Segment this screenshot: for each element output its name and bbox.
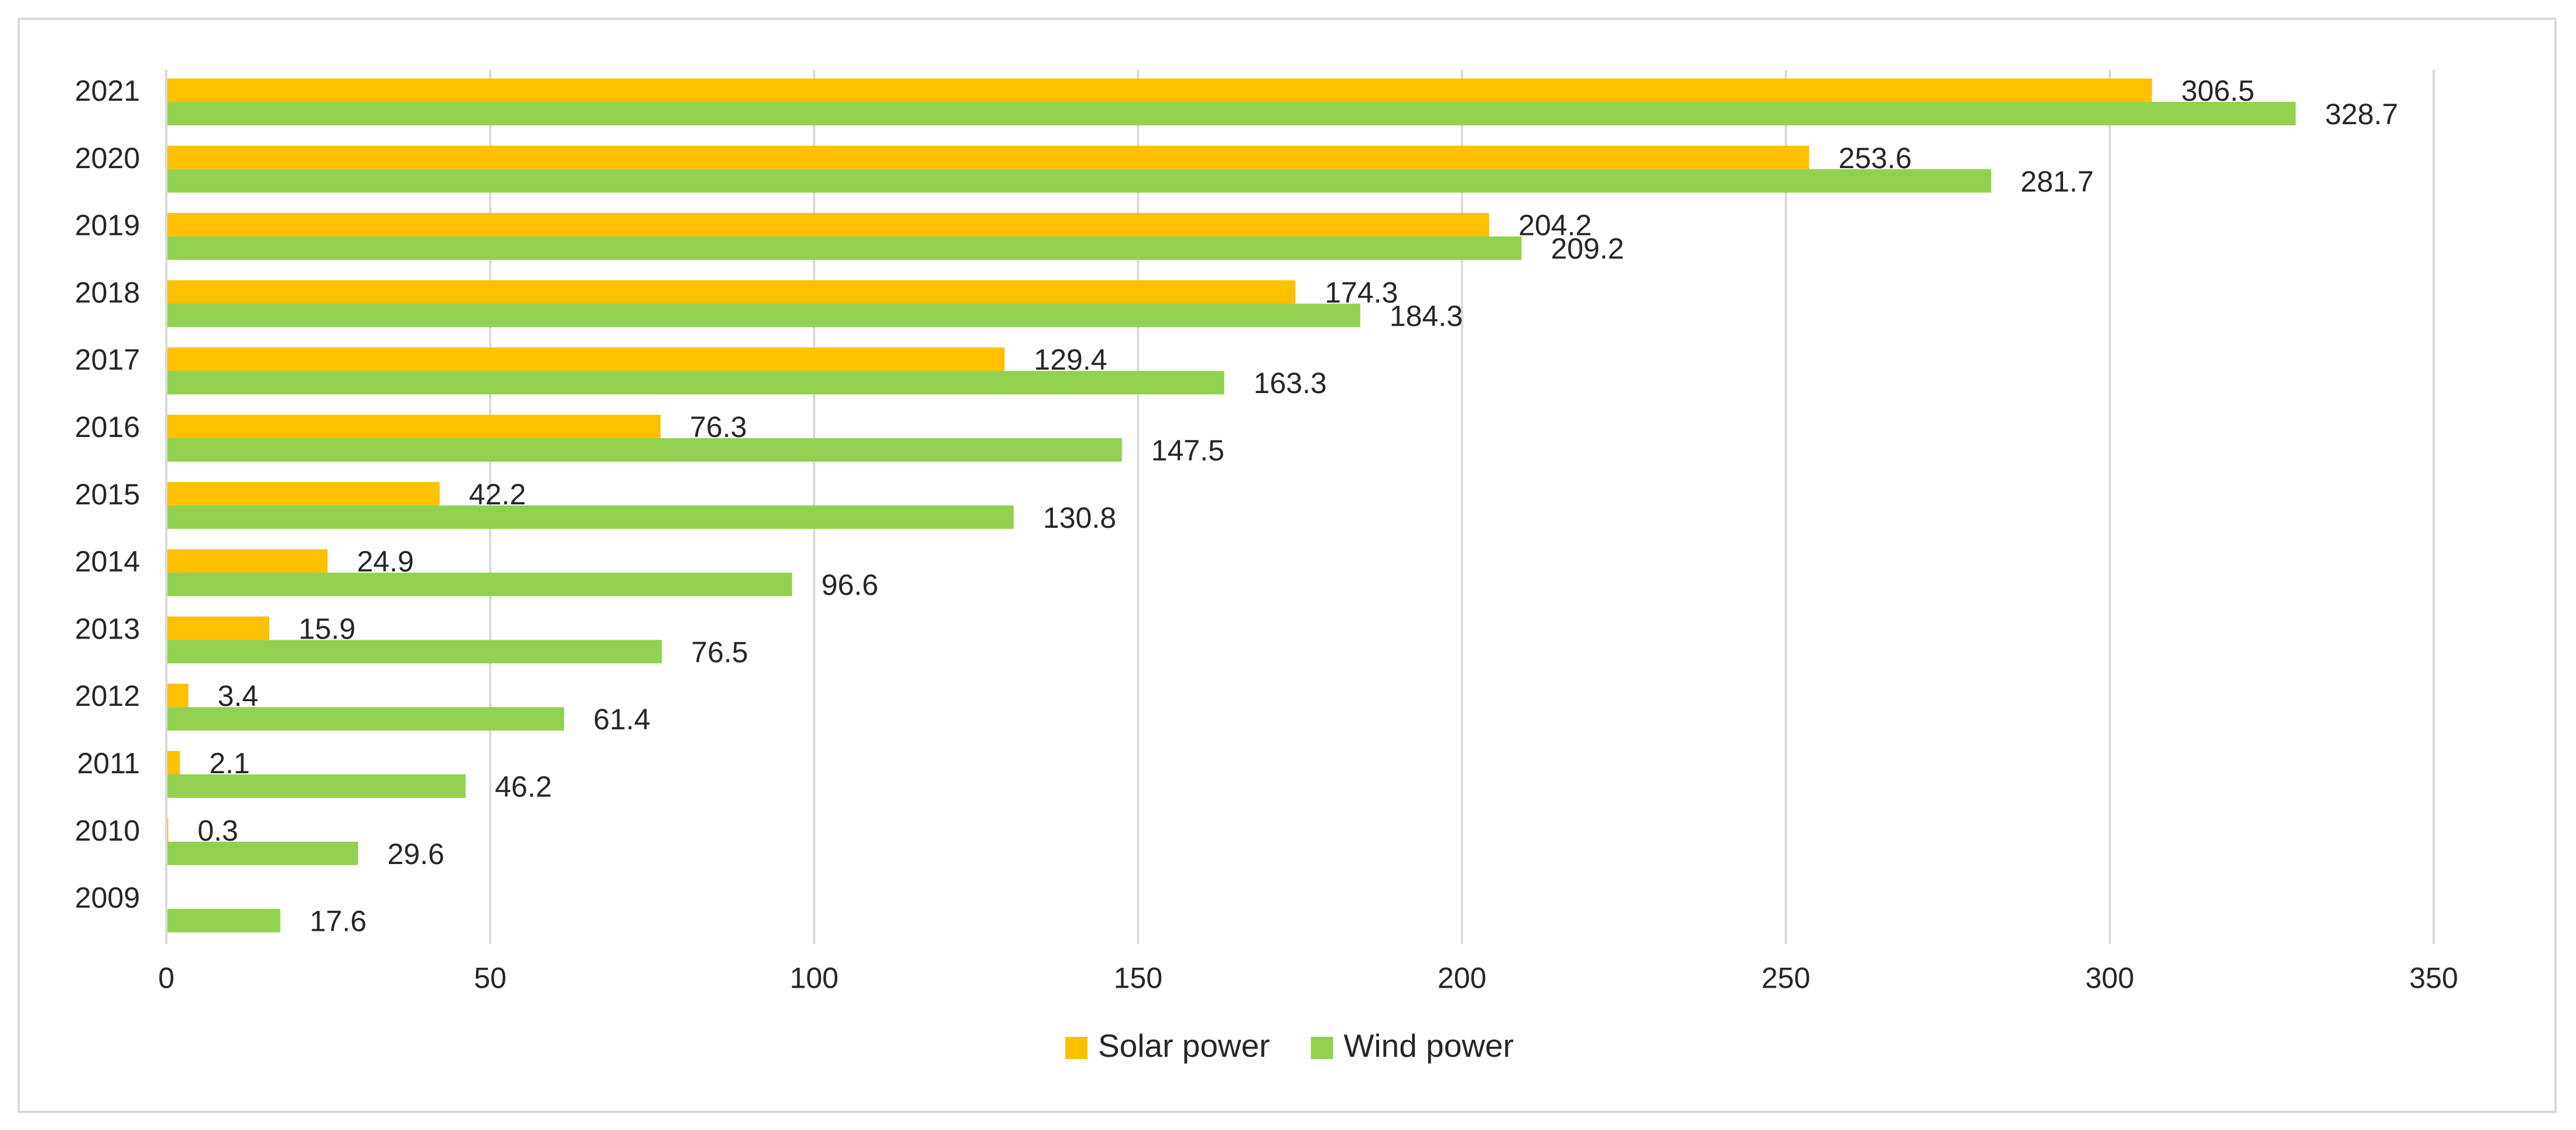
solar-value-label: 15.9: [299, 612, 355, 645]
solar-value-label: 3.4: [218, 680, 259, 712]
solar-value-label: 0.3: [197, 814, 238, 847]
y-tick-label: 2009: [75, 882, 140, 914]
y-tick-label: 2018: [75, 276, 140, 309]
wind-value-label: 96.6: [822, 569, 878, 602]
y-tick-label: 2015: [75, 478, 140, 511]
y-tick-label: 2017: [75, 343, 140, 376]
x-tick-label: 50: [474, 961, 507, 994]
x-tick-label: 0: [158, 961, 175, 994]
wind-value-label: 130.8: [1043, 501, 1116, 534]
solar-bar-2012: [166, 684, 189, 708]
wind-value-label: 147.5: [1151, 434, 1224, 467]
y-tick-label: 2014: [75, 545, 140, 578]
solar-bar-2018: [166, 280, 1296, 304]
solar-value-label: 253.6: [1839, 142, 1912, 175]
legend-item-wind-power: Wind power: [1311, 1027, 1514, 1064]
wind-bar-2010: [166, 841, 358, 865]
solar-bar-2017: [166, 347, 1005, 371]
solar-value-label: 204.2: [1518, 209, 1592, 242]
wind-bar-2019: [166, 236, 1522, 260]
wind-bar-2015: [166, 505, 1014, 529]
y-tick-label: 2019: [75, 209, 140, 242]
solar-value-label: 42.2: [469, 478, 526, 511]
wind-bar-2012: [166, 707, 565, 731]
y-tick-label: 2020: [75, 142, 140, 175]
wind-bar-2020: [166, 169, 1992, 193]
legend-swatch: [1311, 1037, 1333, 1059]
x-tick-label: 150: [1114, 961, 1162, 994]
y-tick-label: 2010: [75, 814, 140, 847]
x-tick-label: 250: [1761, 961, 1810, 994]
wind-value-label: 46.2: [495, 770, 552, 803]
wind-bar-2014: [166, 572, 792, 596]
solar-value-label: 76.3: [690, 411, 747, 443]
x-tick-label: 350: [2409, 961, 2458, 994]
wind-value-label: 184.3: [1390, 299, 1463, 332]
legend-swatch: [1065, 1037, 1088, 1059]
chart-frame: 306.5 328.7 253.6 281.7 204.2 209.2 174.3 184.3…: [18, 18, 2557, 1113]
x-tick-label: 300: [2085, 961, 2134, 994]
y-tick-label: 2016: [75, 411, 140, 443]
solar-bar-2015: [166, 482, 440, 506]
legend: Solar power Wind power: [1065, 1027, 1514, 1064]
x-tick-label: 100: [790, 961, 839, 994]
wind-value-label: 17.6: [310, 905, 367, 938]
wind-bar-2013: [166, 640, 662, 664]
solar-bar-2011: [166, 751, 180, 774]
wind-bar-2021: [166, 102, 2296, 125]
wind-value-label: 76.5: [691, 636, 748, 668]
wind-value-label: 163.3: [1254, 367, 1327, 400]
solar-value-label: 174.3: [1325, 276, 1398, 309]
solar-value-label: 129.4: [1034, 343, 1107, 376]
wind-value-label: 281.7: [2020, 165, 2093, 198]
wind-value-label: 209.2: [1551, 233, 1624, 265]
solar-bar-2013: [166, 616, 269, 640]
y-axis: 2021 2020 2019 2018 2017 2016 2015 2014 2013 2012…: [75, 70, 167, 944]
wind-bar-2018: [166, 303, 1360, 327]
y-tick-label: 2013: [75, 612, 140, 645]
solar-bar-2019: [166, 213, 1490, 237]
legend-label: Wind power: [1344, 1027, 1514, 1064]
wind-value-label: 61.4: [593, 703, 650, 736]
solar-bar-2020: [166, 145, 1809, 169]
legend-label: Solar power: [1098, 1027, 1270, 1064]
wind-bar-2009: [166, 909, 280, 933]
y-tick-label: 2011: [77, 747, 140, 780]
wind-bar-2011: [166, 774, 466, 798]
legend-item-solar-power: Solar power: [1065, 1027, 1270, 1064]
y-tick-label: 2012: [75, 680, 140, 712]
solar-bar-2014: [166, 549, 328, 573]
solar-bar-2016: [166, 415, 661, 438]
x-tick-label: 200: [1438, 961, 1486, 994]
solar-value-label: 306.5: [2181, 74, 2255, 107]
wind-bar-2016: [166, 438, 1122, 462]
y-tick-label: 2021: [75, 74, 140, 107]
x-axis: 0 50 100 150 200 250 300 350: [158, 961, 2458, 994]
wind-value-label: 328.7: [2325, 98, 2398, 131]
solar-value-label: 24.9: [357, 545, 413, 578]
bars: [166, 78, 2296, 933]
wind-bar-2017: [166, 371, 1224, 395]
wind-value-label: 29.6: [387, 838, 444, 870]
solar-bar-2021: [166, 78, 2152, 102]
solar-value-label: 2.1: [209, 747, 250, 780]
